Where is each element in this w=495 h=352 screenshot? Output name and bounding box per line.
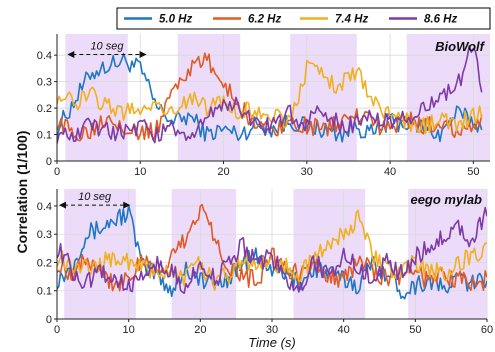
series-line-6-2-hz [57, 203, 487, 292]
y-tick-label: 0 [46, 156, 52, 168]
y-tick-label: 0.4 [37, 50, 52, 62]
x-tick-label: 40 [384, 166, 396, 178]
panel-biowolf: 0 10 20 30 40 50 0 0.1 0.2 0.3 0.4 BioWolf 10 seg [37, 34, 490, 178]
x-tick-label: 0 [54, 324, 60, 336]
annotation-arrow [67, 51, 147, 59]
x-tick-label: 50 [409, 324, 421, 336]
legend-label-8-6-hz: 8.6 Hz [424, 14, 457, 26]
x-tick-label: 20 [217, 166, 229, 178]
series-line-8-6-hz [57, 45, 483, 144]
x-tick-label: 20 [194, 324, 206, 336]
shaded-interval [64, 189, 136, 319]
series-line-8-6-hz [57, 206, 487, 295]
series-line-7-4-hz [57, 59, 483, 135]
y-tick-label: 0.1 [37, 130, 52, 142]
panel-eego-mylab: 0 10 20 30 40 50 60 0 0.1 0.2 0.3 0.4 eego mylab 10 s… [37, 189, 493, 336]
legend-label-6-2-hz: 6.2 Hz [248, 14, 281, 26]
y-tick-label: 0.4 [37, 201, 52, 213]
x-tick-label: 30 [266, 324, 278, 336]
arrowhead-right [123, 201, 131, 209]
shaded-interval [290, 34, 357, 161]
legend-label-7-4-hz: 7.4 Hz [335, 14, 368, 26]
series-group [57, 203, 487, 300]
panel-title: BioWolf [435, 39, 486, 54]
x-tick-label: 30 [301, 166, 313, 178]
arrowhead-left [67, 51, 75, 59]
annotation-label: 10 seg [78, 191, 112, 203]
y-tick-label: 0.1 [37, 286, 52, 298]
x-tick-label: 50 [467, 166, 479, 178]
arrowhead-right [139, 51, 147, 59]
y-tick-label: 0.3 [37, 229, 52, 241]
x-tick-label: 10 [123, 324, 135, 336]
panel-title: eego mylab [410, 192, 482, 207]
annotation-label: 10 seg [90, 41, 124, 53]
x-tick-label: 0 [54, 166, 60, 178]
shaded-interval [177, 34, 241, 161]
arrowhead-left [59, 201, 66, 209]
annotation-arrow [59, 201, 131, 209]
legend-label-5-0-hz: 5.0 Hz [159, 14, 192, 26]
x-tick-label: 10 [134, 166, 146, 178]
y-tick-label: 0.3 [37, 77, 52, 89]
y-tick-label: 0.2 [37, 257, 52, 269]
y-tick-label: 0 [46, 314, 52, 326]
legend: 5.0 Hz 6.2 Hz 7.4 Hz 8.6 Hz [116, 7, 491, 30]
x-axis-label: Time (s) [248, 335, 296, 350]
y-tick-label: 0.2 [37, 103, 52, 115]
series-group [57, 45, 483, 144]
x-tick-label: 40 [338, 324, 350, 336]
shaded-interval [408, 189, 487, 319]
shaded-interval [293, 189, 366, 319]
y-axis-label: Correlation (1/100) [14, 131, 30, 254]
x-tick-label: 60 [481, 324, 493, 336]
